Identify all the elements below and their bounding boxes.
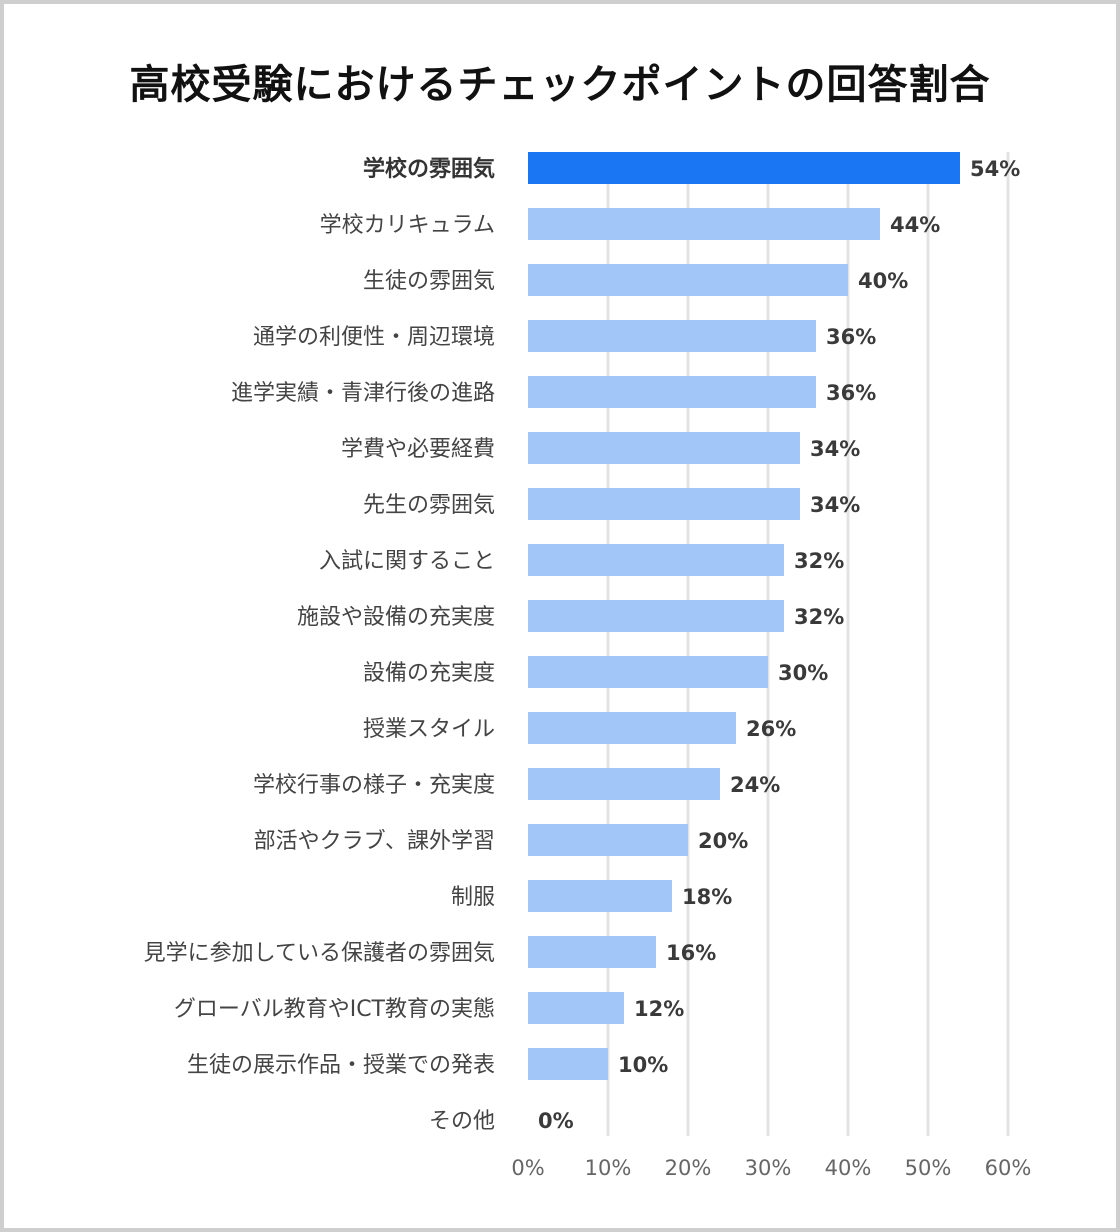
value-label: 18% bbox=[682, 885, 732, 909]
category-label: 部活やクラブ、課外学習 bbox=[254, 829, 495, 854]
bar bbox=[528, 656, 768, 688]
value-label: 24% bbox=[730, 773, 780, 797]
x-tick-label: 20% bbox=[665, 1156, 712, 1180]
category-label: 見学に参加している保護者の雰囲気 bbox=[144, 941, 495, 966]
category-label: 先生の雰囲気 bbox=[363, 493, 495, 518]
value-label: 0% bbox=[538, 1109, 574, 1133]
value-label: 26% bbox=[746, 717, 796, 741]
x-tick-label: 50% bbox=[905, 1156, 952, 1180]
bar bbox=[528, 544, 784, 576]
x-tick-label: 10% bbox=[585, 1156, 632, 1180]
category-label: 施設や設備の充実度 bbox=[297, 605, 495, 630]
category-label: 生徒の雰囲気 bbox=[363, 269, 495, 294]
bar bbox=[528, 600, 784, 632]
bar bbox=[528, 768, 720, 800]
category-label: その他 bbox=[429, 1109, 495, 1134]
bar bbox=[528, 712, 736, 744]
category-label: 授業スタイル bbox=[363, 717, 495, 742]
bar bbox=[528, 376, 816, 408]
category-label: 学費や必要経費 bbox=[341, 437, 495, 462]
value-label: 34% bbox=[810, 493, 860, 517]
bar bbox=[528, 1048, 608, 1080]
x-tick-label: 60% bbox=[985, 1156, 1032, 1180]
category-label: 学校行事の様子・充実度 bbox=[253, 773, 495, 798]
bar bbox=[528, 880, 672, 912]
category-label: 生徒の展示作品・授業での発表 bbox=[187, 1053, 495, 1078]
value-label: 36% bbox=[826, 381, 876, 405]
value-label: 12% bbox=[634, 997, 684, 1021]
chart-title: 高校受験におけるチェックポイントの回答割合 bbox=[129, 62, 991, 108]
value-label: 10% bbox=[618, 1053, 668, 1077]
value-label: 44% bbox=[890, 213, 940, 237]
bar bbox=[528, 936, 656, 968]
value-label: 32% bbox=[794, 605, 844, 629]
x-tick-label: 0% bbox=[511, 1156, 544, 1180]
category-label: 入試に関すること bbox=[319, 549, 495, 574]
bar bbox=[528, 432, 800, 464]
value-label: 36% bbox=[826, 325, 876, 349]
value-label: 20% bbox=[698, 829, 748, 853]
bar bbox=[528, 264, 848, 296]
category-label: 進学実績・青津行後の進路 bbox=[231, 381, 495, 406]
bar bbox=[528, 320, 816, 352]
category-label: 学校カリキュラム bbox=[320, 213, 495, 238]
value-label: 32% bbox=[794, 549, 844, 573]
category-label: 学校の雰囲気 bbox=[363, 156, 495, 182]
category-label: グローバル教育やICT教育の実態 bbox=[174, 997, 495, 1022]
x-tick-label: 40% bbox=[825, 1156, 872, 1180]
value-label: 40% bbox=[858, 269, 908, 293]
category-label: 通学の利便性・周辺環境 bbox=[253, 325, 495, 350]
x-tick-label: 30% bbox=[745, 1156, 792, 1180]
bar bbox=[528, 824, 688, 856]
bar bbox=[528, 152, 960, 184]
value-label: 16% bbox=[666, 941, 716, 965]
value-label: 54% bbox=[970, 157, 1020, 181]
category-label: 制服 bbox=[451, 885, 495, 910]
bar bbox=[528, 488, 800, 520]
value-label: 34% bbox=[810, 437, 860, 461]
value-label: 30% bbox=[778, 661, 828, 685]
bar bbox=[528, 992, 624, 1024]
category-label: 設備の充実度 bbox=[363, 661, 495, 686]
bar bbox=[528, 208, 880, 240]
